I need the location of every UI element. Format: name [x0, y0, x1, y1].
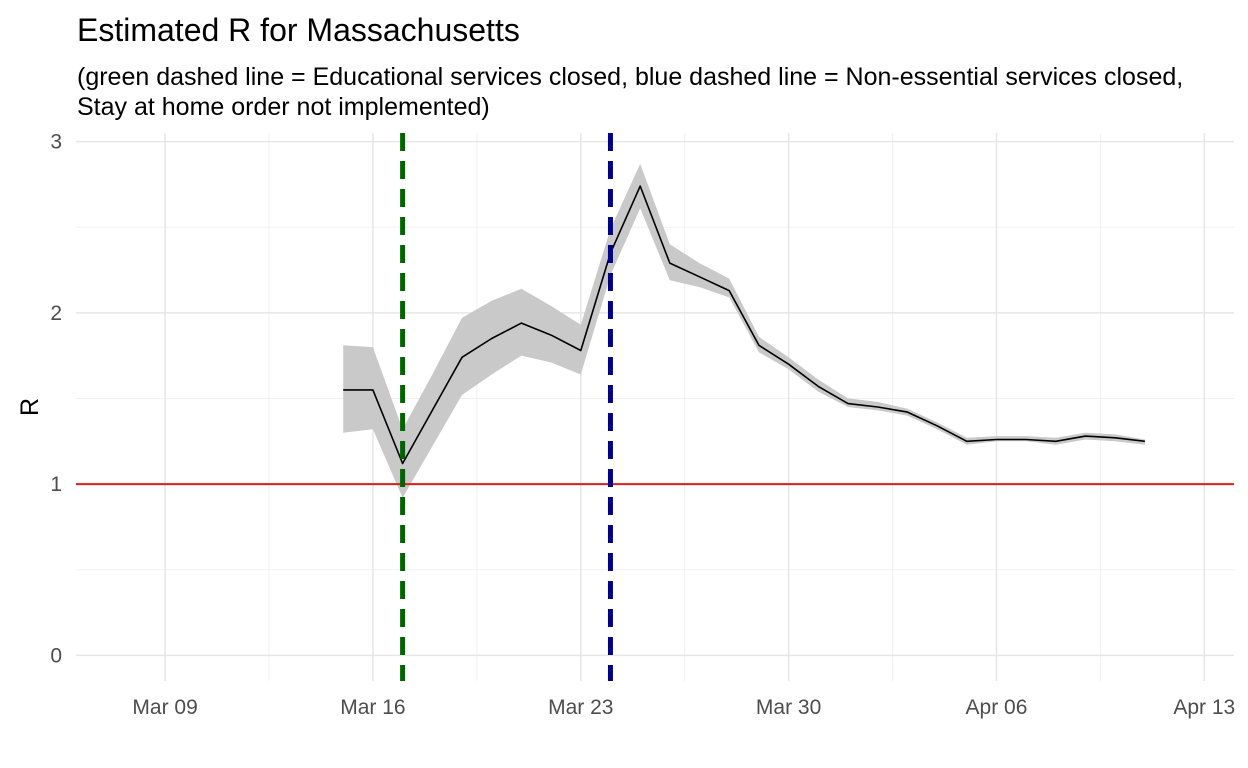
- y-tick-label: 2: [50, 302, 62, 325]
- x-tick-label: Mar 16: [340, 696, 405, 719]
- chart-title: Estimated R for Massachusetts: [77, 12, 520, 48]
- x-tick-label: Mar 09: [132, 696, 197, 719]
- chart-subtitle: (green dashed line = Educational service…: [77, 62, 1248, 122]
- r-estimate-line: [343, 185, 1145, 465]
- y-tick-label: 3: [50, 131, 62, 154]
- x-tick-label: Apr 06: [966, 696, 1028, 719]
- x-tick-label: Mar 30: [756, 696, 821, 719]
- y-axis-label: R: [16, 398, 44, 416]
- x-tick-label: Apr 13: [1173, 696, 1235, 719]
- subtitle-line-1: (green dashed line = Educational service…: [77, 63, 1184, 91]
- x-tick-label: Mar 23: [548, 696, 613, 719]
- confidence-band: [343, 163, 1145, 498]
- subtitle-line-2: Stay at home order not implemented): [77, 93, 490, 121]
- y-tick-label: 1: [50, 473, 62, 496]
- y-tick-label: 0: [50, 644, 62, 667]
